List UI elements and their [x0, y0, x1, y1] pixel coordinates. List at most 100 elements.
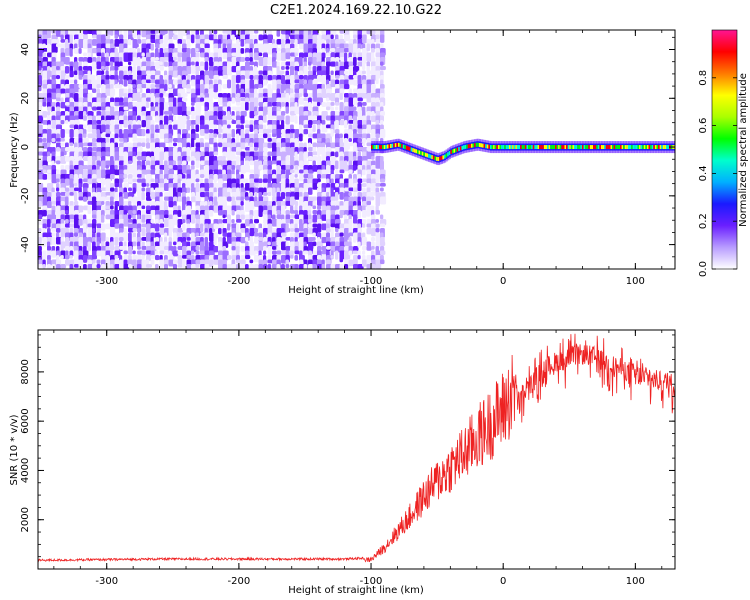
heatmap-track-core	[489, 145, 493, 150]
heatmap-cell	[177, 138, 184, 144]
heatmap-track-core	[577, 145, 580, 150]
heatmap-track-core	[513, 145, 516, 150]
heatmap-cell	[191, 97, 197, 103]
heatmap-cell	[74, 30, 78, 34]
heatmap-cell	[173, 66, 179, 72]
heatmap-cell	[105, 169, 112, 175]
heatmap-track-core	[477, 142, 480, 147]
heatmap-cell	[150, 250, 155, 257]
heatmap-cell	[294, 79, 301, 84]
heatmap-cell	[335, 129, 340, 134]
heatmap-cell	[281, 133, 287, 138]
heatmap-cell	[119, 84, 123, 88]
heatmap-cell	[299, 259, 304, 264]
heatmap-track-core	[380, 145, 383, 150]
heatmap-track-core	[515, 145, 518, 150]
heatmap-cell	[105, 129, 112, 135]
heatmap-cell	[371, 129, 376, 139]
heatmap-cell	[303, 187, 307, 193]
heatmap-cell	[65, 187, 70, 192]
heatmap-cell	[344, 264, 349, 269]
heatmap-cell	[267, 160, 273, 166]
heatmap-cell	[326, 97, 330, 102]
heatmap-cell	[69, 124, 75, 129]
heatmap-cell	[96, 61, 102, 70]
heatmap-cell	[60, 88, 66, 94]
heatmap-cell	[87, 133, 94, 139]
heatmap-cell	[312, 151, 318, 156]
heatmap-cell	[150, 169, 157, 175]
heatmap-cell	[123, 219, 129, 227]
heatmap-track-core	[643, 145, 647, 150]
heatmap-cell	[263, 219, 268, 224]
heatmap-track-core	[543, 145, 547, 150]
heatmap-cell	[209, 183, 214, 188]
heatmap-cell	[191, 214, 196, 224]
heatmap-cell	[119, 196, 124, 207]
heatmap-cell	[42, 30, 48, 36]
heatmap-cell	[182, 259, 186, 268]
heatmap-cell	[155, 79, 161, 85]
heatmap-cell	[254, 255, 259, 263]
heatmap-cell	[294, 39, 298, 48]
heatmap-cell	[74, 268, 79, 269]
heatmap-cell	[128, 79, 133, 84]
heatmap-cell	[249, 124, 254, 132]
heatmap-cell	[366, 30, 372, 35]
heatmap-cell	[281, 70, 285, 75]
heatmap-cell	[182, 174, 186, 180]
heatmap-cell	[294, 201, 299, 207]
heatmap-cell	[78, 61, 82, 67]
heatmap-cell	[114, 187, 118, 193]
heatmap-cell	[366, 223, 373, 228]
heatmap-cell	[132, 241, 137, 247]
heatmap-cell	[182, 97, 188, 102]
heatmap-cell	[236, 133, 240, 143]
heatmap-cell	[110, 93, 114, 99]
heatmap-cell	[110, 70, 116, 76]
heatmap-cell	[101, 196, 106, 202]
heatmap-cell	[281, 264, 285, 269]
heatmap-cell	[182, 84, 188, 88]
heatmap-cell	[177, 142, 182, 147]
heatmap-cell	[213, 232, 219, 239]
heatmap-cell	[330, 201, 336, 206]
heatmap-cell	[303, 174, 310, 178]
heatmap-cell	[272, 228, 278, 233]
heatmap-cell	[375, 210, 380, 215]
heatmap-cell	[344, 79, 350, 86]
heatmap-cell	[380, 84, 385, 89]
heatmap-cell	[245, 147, 251, 151]
heatmap-cell	[281, 183, 286, 193]
heatmap-cell	[371, 268, 377, 269]
heatmap-cell	[87, 156, 93, 161]
heatmap-cell	[42, 151, 49, 157]
heatmap-cell	[362, 246, 368, 251]
heatmap-cell	[74, 232, 78, 237]
heatmap-cell	[155, 43, 161, 48]
heatmap-cell	[227, 124, 231, 129]
heatmap-cell	[245, 124, 251, 129]
heatmap-cell	[330, 264, 337, 269]
heatmap-cell	[276, 30, 281, 37]
heatmap-track-core	[426, 153, 429, 158]
heatmap-cell	[200, 102, 206, 106]
heatmap-cell	[330, 219, 336, 225]
heatmap-cell	[173, 165, 179, 171]
heatmap-cell	[222, 61, 228, 68]
heatmap-cell	[150, 39, 156, 43]
heatmap-cell	[299, 133, 303, 142]
heatmap-cell	[141, 250, 146, 256]
heatmap-cell	[137, 237, 142, 243]
heatmap-cell	[222, 70, 228, 76]
heatmap-cell	[326, 61, 331, 67]
heatmap-cell	[240, 246, 246, 252]
heatmap-cell	[245, 183, 251, 191]
heatmap-cell	[222, 111, 227, 116]
heatmap-cell	[173, 151, 179, 161]
spectrogram-x-tick-label: 0	[500, 276, 506, 287]
heatmap-cell	[155, 187, 160, 193]
heatmap-cell	[51, 192, 58, 198]
heatmap-cell	[362, 178, 368, 183]
heatmap-cell	[362, 268, 365, 269]
